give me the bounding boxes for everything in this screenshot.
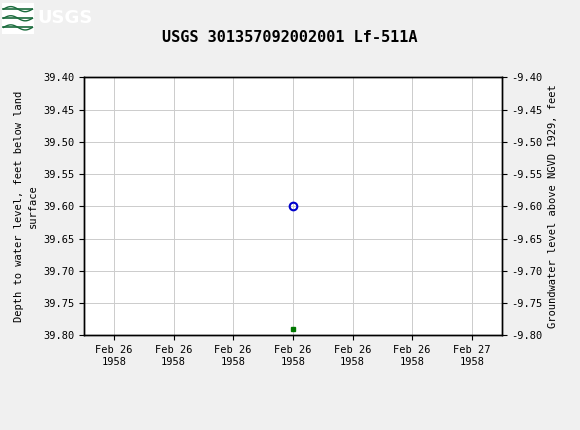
FancyBboxPatch shape: [2, 3, 34, 34]
Y-axis label: Groundwater level above NGVD 1929, feet: Groundwater level above NGVD 1929, feet: [548, 85, 558, 328]
Text: USGS 301357092002001 Lf-511A: USGS 301357092002001 Lf-511A: [162, 30, 418, 45]
Legend: Period of approved data: Period of approved data: [190, 426, 396, 430]
Y-axis label: Depth to water level, feet below land
surface: Depth to water level, feet below land su…: [14, 91, 38, 322]
Text: USGS: USGS: [38, 9, 93, 27]
